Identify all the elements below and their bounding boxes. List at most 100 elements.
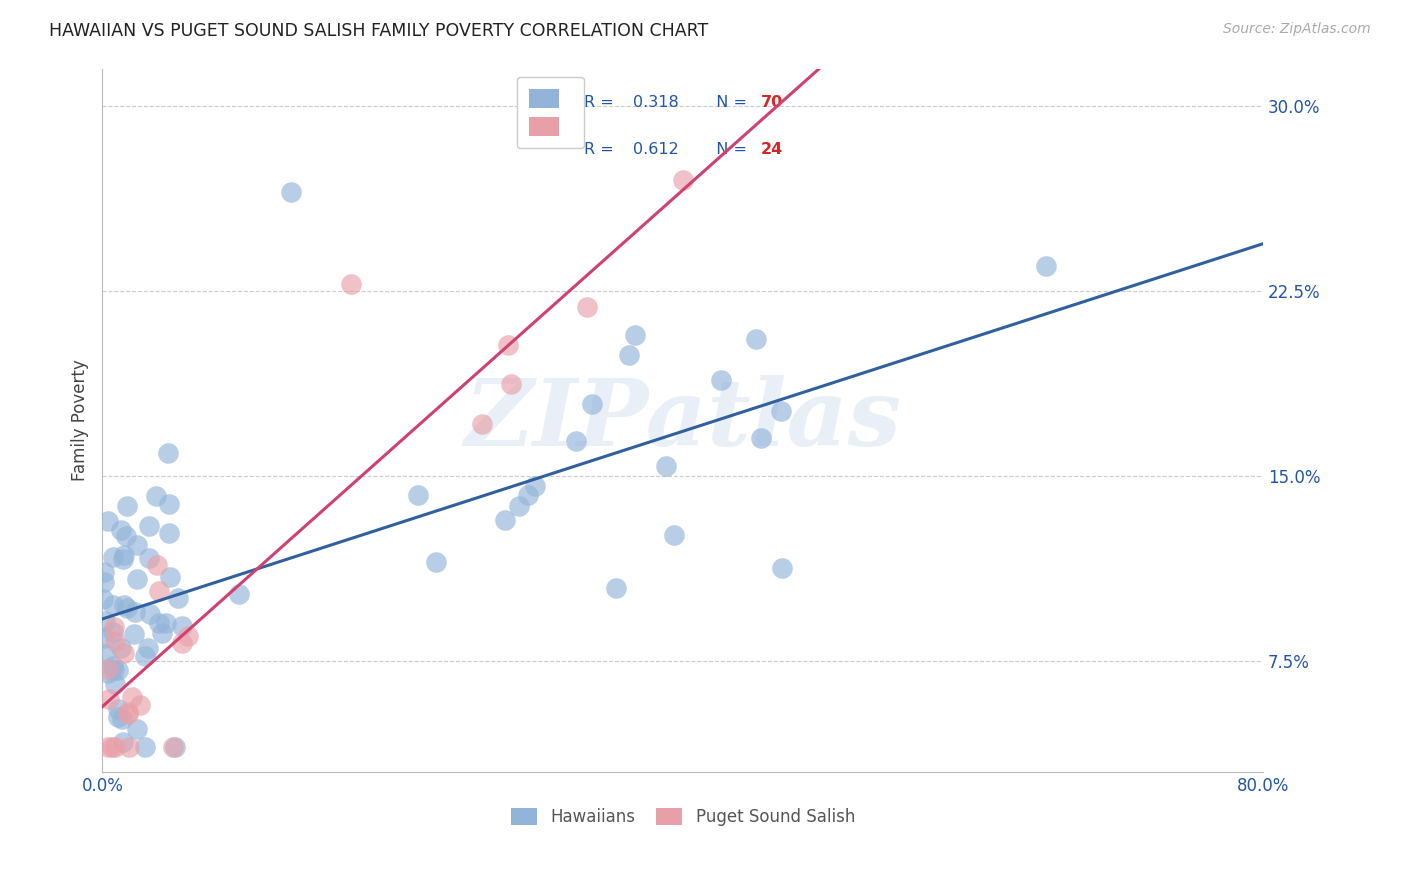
Point — [155, 616, 177, 631]
Point — [115, 601, 138, 615]
Text: N =: N = — [706, 95, 752, 111]
Point — [138, 518, 160, 533]
Point — [159, 570, 181, 584]
Point — [104, 634, 127, 648]
Text: 24: 24 — [761, 143, 783, 157]
Point — [139, 607, 162, 621]
Point — [617, 348, 640, 362]
Point — [425, 555, 447, 569]
Point — [146, 558, 169, 573]
Point — [104, 740, 127, 755]
Point — [115, 499, 138, 513]
Point — [134, 648, 156, 663]
Point — [125, 538, 148, 552]
Text: R =: R = — [583, 143, 619, 157]
Text: 0.318: 0.318 — [633, 95, 679, 111]
Point — [170, 618, 193, 632]
Point — [93, 566, 115, 580]
Point — [516, 488, 538, 502]
Point — [110, 641, 132, 656]
Point — [97, 666, 120, 681]
Point — [111, 712, 134, 726]
Text: Source: ZipAtlas.com: Source: ZipAtlas.com — [1223, 22, 1371, 37]
Point — [97, 662, 120, 676]
Point — [496, 337, 519, 351]
Point — [103, 663, 125, 677]
Point — [170, 635, 193, 649]
Point — [340, 277, 363, 291]
Point — [494, 513, 516, 527]
Point — [93, 614, 115, 628]
Point — [710, 373, 733, 387]
Point — [107, 663, 129, 677]
Point — [98, 692, 121, 706]
Point — [117, 707, 139, 722]
Point — [508, 499, 530, 513]
Point — [471, 417, 494, 432]
Point — [148, 616, 170, 631]
Point — [138, 551, 160, 566]
Point — [581, 397, 603, 411]
Point — [107, 710, 129, 724]
Point — [101, 740, 124, 755]
Point — [104, 677, 127, 691]
Text: R =: R = — [583, 95, 619, 111]
Point — [176, 629, 198, 643]
Point — [770, 561, 793, 575]
Point — [117, 706, 139, 720]
Point — [111, 735, 134, 749]
Point — [166, 591, 188, 605]
Point — [624, 327, 647, 342]
Point — [499, 376, 522, 391]
Point — [94, 648, 117, 662]
Point — [524, 479, 547, 493]
Point — [103, 619, 125, 633]
Point — [115, 528, 138, 542]
Point — [101, 550, 124, 565]
Point — [1035, 259, 1057, 273]
Point — [163, 740, 186, 755]
Point — [576, 300, 599, 314]
Y-axis label: Family Poverty: Family Poverty — [72, 359, 89, 481]
Point — [162, 740, 184, 755]
Point — [112, 598, 135, 612]
Point — [565, 434, 588, 448]
Point — [107, 702, 129, 716]
Point — [150, 626, 173, 640]
Point — [770, 404, 793, 418]
Point — [745, 332, 768, 346]
Point — [127, 572, 149, 586]
Point — [112, 549, 135, 563]
Point — [280, 185, 302, 199]
Point — [111, 551, 134, 566]
Point — [103, 659, 125, 673]
Point — [655, 458, 678, 473]
Point — [145, 489, 167, 503]
Point — [118, 740, 141, 755]
Point — [97, 514, 120, 528]
Point — [228, 587, 250, 601]
Text: N =: N = — [706, 143, 752, 157]
Point — [125, 723, 148, 737]
Point — [605, 581, 627, 595]
Point — [406, 488, 429, 502]
Text: 70: 70 — [761, 95, 783, 111]
Text: ZIPatlas: ZIPatlas — [464, 376, 901, 466]
Point — [157, 446, 180, 460]
Point — [121, 690, 143, 705]
Point — [749, 431, 772, 445]
Point — [112, 646, 135, 660]
Legend: Hawaiians, Puget Sound Salish: Hawaiians, Puget Sound Salish — [502, 799, 863, 834]
Point — [672, 172, 695, 186]
Point — [134, 740, 156, 755]
Point — [101, 599, 124, 613]
Point — [93, 632, 115, 646]
Text: HAWAIIAN VS PUGET SOUND SALISH FAMILY POVERTY CORRELATION CHART: HAWAIIAN VS PUGET SOUND SALISH FAMILY PO… — [49, 22, 709, 40]
Point — [110, 524, 132, 538]
Point — [93, 592, 115, 607]
Point — [136, 641, 159, 656]
Point — [128, 698, 150, 713]
Point — [122, 627, 145, 641]
Point — [124, 606, 146, 620]
Point — [148, 583, 170, 598]
